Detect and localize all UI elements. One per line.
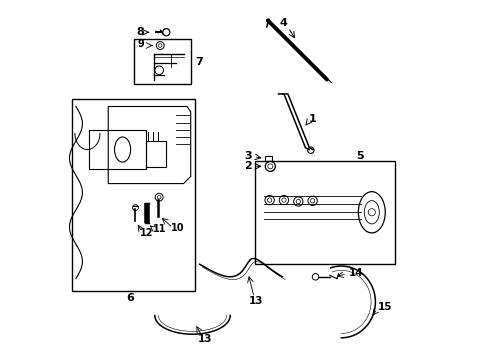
Text: 14: 14 <box>348 268 363 278</box>
Bar <box>255 161 394 264</box>
Text: 5: 5 <box>355 150 363 161</box>
Text: 6: 6 <box>126 293 134 303</box>
Text: 10: 10 <box>171 224 184 233</box>
Text: 2: 2 <box>244 161 251 171</box>
Text: 3: 3 <box>244 150 251 161</box>
Text: 7: 7 <box>195 57 203 67</box>
Text: 15: 15 <box>377 302 391 312</box>
Bar <box>134 40 190 84</box>
Text: 8: 8 <box>136 27 143 36</box>
Text: 1: 1 <box>308 114 316 124</box>
Text: 9: 9 <box>137 40 143 49</box>
Bar <box>88 130 145 169</box>
Bar <box>265 156 271 161</box>
Text: 13: 13 <box>198 334 212 344</box>
Text: 12: 12 <box>140 228 153 238</box>
Text: 4: 4 <box>279 18 286 28</box>
Text: 11: 11 <box>153 225 166 234</box>
Text: 13: 13 <box>248 296 263 306</box>
Bar <box>72 99 195 291</box>
Bar <box>145 140 165 167</box>
